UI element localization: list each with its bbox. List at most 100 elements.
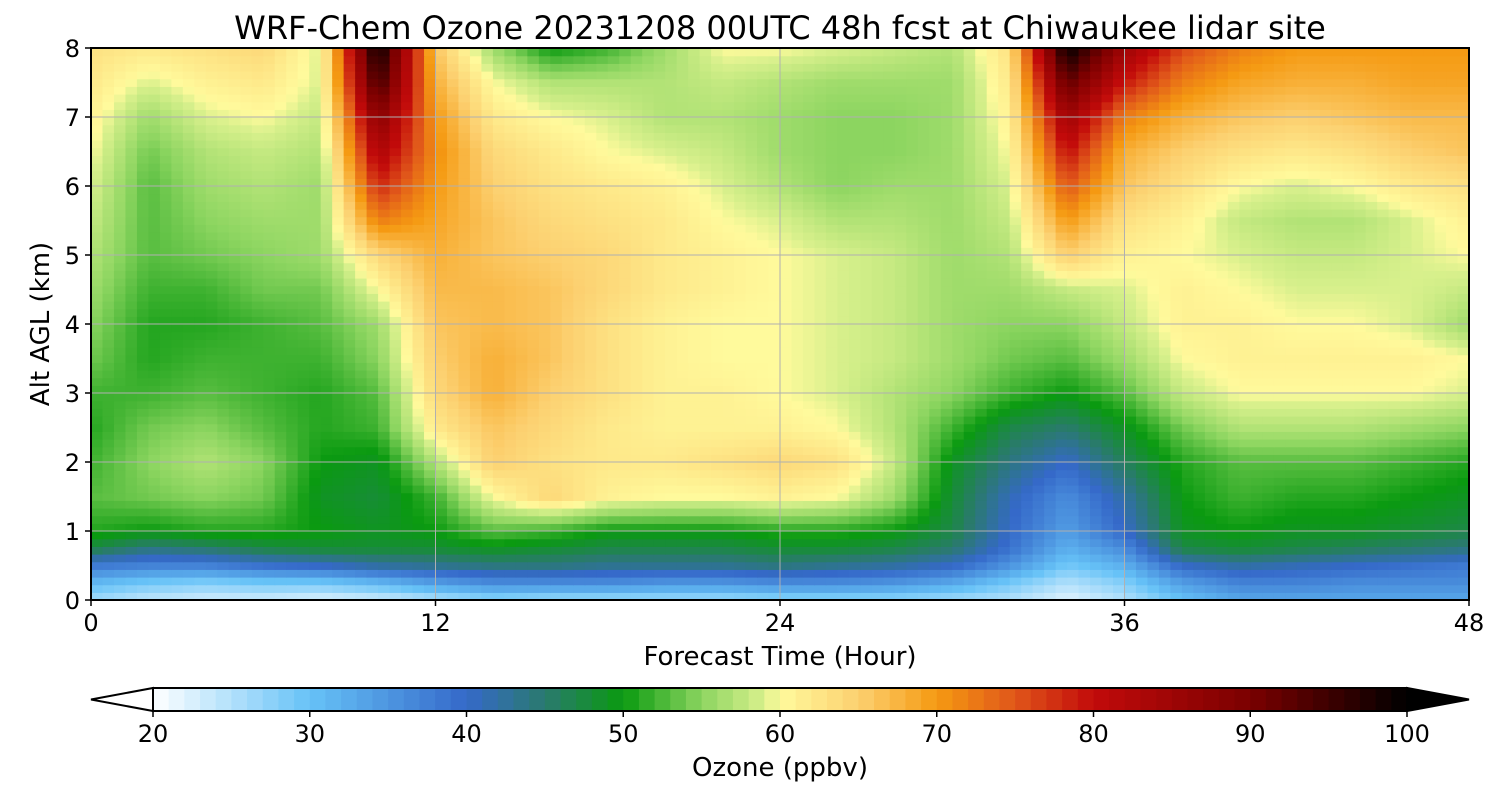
heatmap-cell — [1388, 569, 1401, 578]
heatmap-cell — [194, 477, 207, 486]
heatmap-cell — [159, 278, 172, 287]
heatmap-cell — [848, 538, 861, 547]
heatmap-cell — [1044, 377, 1057, 386]
heatmap-cell — [1377, 554, 1390, 563]
heatmap-cell — [975, 370, 988, 379]
heatmap-cell — [975, 508, 988, 517]
heatmap-cell — [825, 523, 839, 532]
heatmap-cell — [1239, 577, 1252, 586]
heatmap-cell — [1342, 377, 1355, 386]
heatmap-cell — [159, 347, 172, 356]
heatmap-cell — [550, 408, 563, 417]
heatmap-cell — [446, 546, 460, 555]
heatmap-cell — [665, 285, 678, 294]
heatmap-cell — [860, 569, 873, 578]
heatmap-cell — [757, 377, 770, 386]
heatmap-cell — [1078, 370, 1091, 379]
heatmap-cell — [607, 377, 620, 386]
heatmap-cell — [734, 393, 747, 402]
heatmap-cell — [791, 339, 804, 348]
heatmap-cell — [963, 454, 976, 463]
heatmap-cell — [1250, 546, 1263, 555]
heatmap-cell — [986, 531, 999, 540]
heatmap-cell — [263, 439, 276, 448]
heatmap-cell — [1342, 324, 1355, 333]
heatmap-cell — [125, 377, 138, 386]
heatmap-cell — [228, 531, 241, 540]
heatmap-cell — [125, 446, 138, 455]
heatmap-cell — [584, 354, 597, 363]
heatmap-cell — [343, 285, 356, 294]
heatmap-cell — [378, 577, 391, 586]
heatmap-cell — [653, 408, 666, 417]
heatmap-cell — [1044, 446, 1057, 455]
heatmap-cell — [1044, 431, 1057, 440]
heatmap-cell — [825, 308, 839, 317]
heatmap-cell — [1147, 400, 1160, 409]
heatmap-cell — [91, 523, 104, 532]
heatmap-cell — [860, 393, 873, 402]
heatmap-cell — [653, 324, 666, 333]
heatmap-cell — [1009, 531, 1022, 540]
heatmap-cell — [102, 439, 115, 448]
heatmap-cell — [688, 377, 701, 386]
heatmap-cell — [263, 339, 276, 348]
heatmap-cell — [1285, 423, 1298, 432]
heatmap-cell — [91, 362, 104, 371]
heatmap-cell — [125, 339, 138, 348]
heatmap-cell — [182, 408, 195, 417]
heatmap-cell — [504, 339, 517, 348]
heatmap-cell — [1113, 285, 1126, 294]
heatmap-cell — [1423, 400, 1436, 409]
heatmap-cell — [274, 469, 287, 478]
heatmap-cell — [1365, 416, 1378, 425]
heatmap-cell — [607, 354, 620, 363]
heatmap-cell — [366, 393, 379, 402]
heatmap-cell — [1181, 569, 1194, 578]
heatmap-cell — [665, 569, 678, 578]
heatmap-cell — [205, 416, 218, 425]
heatmap-cell — [481, 316, 494, 325]
heatmap-cell — [515, 347, 528, 356]
heatmap-cell — [424, 278, 437, 287]
heatmap-cell — [343, 354, 356, 363]
heatmap-cell — [286, 538, 299, 547]
heatmap-cell — [1158, 400, 1172, 409]
heatmap-cell — [102, 285, 115, 294]
heatmap-cell — [653, 577, 666, 586]
heatmap-cell — [435, 285, 448, 294]
heatmap-cell — [125, 439, 138, 448]
heatmap-cell — [378, 431, 391, 440]
heatmap-cell — [1250, 301, 1263, 310]
heatmap-cell — [619, 508, 632, 517]
heatmap-cell — [768, 278, 781, 287]
heatmap-cell — [1423, 515, 1436, 524]
heatmap-cell — [205, 531, 218, 540]
heatmap-cell — [722, 408, 735, 417]
heatmap-cell — [1354, 354, 1367, 363]
heatmap-cell — [446, 400, 460, 409]
heatmap-cell — [1285, 316, 1298, 325]
heatmap-cell — [182, 592, 195, 600]
heatmap-cell — [355, 592, 368, 600]
heatmap-cell — [446, 362, 460, 371]
heatmap-cell — [515, 393, 528, 402]
heatmap-cell — [378, 531, 391, 540]
heatmap-cell — [998, 316, 1011, 325]
heatmap-cell — [1423, 500, 1436, 509]
heatmap-cell — [412, 285, 425, 294]
heatmap-cell — [1273, 308, 1286, 317]
heatmap-cell — [389, 393, 402, 402]
heatmap-cell — [309, 577, 322, 586]
heatmap-cell — [113, 339, 127, 348]
heatmap-cell — [940, 500, 953, 509]
heatmap-cell — [883, 577, 896, 586]
heatmap-cell — [1158, 554, 1172, 563]
heatmap-cell — [734, 577, 747, 586]
heatmap-cell — [1216, 416, 1229, 425]
heatmap-cell — [1055, 301, 1068, 310]
heatmap-cell — [274, 377, 287, 386]
heatmap-cell — [848, 362, 861, 371]
heatmap-cell — [1090, 362, 1103, 371]
heatmap-cell — [883, 331, 896, 340]
